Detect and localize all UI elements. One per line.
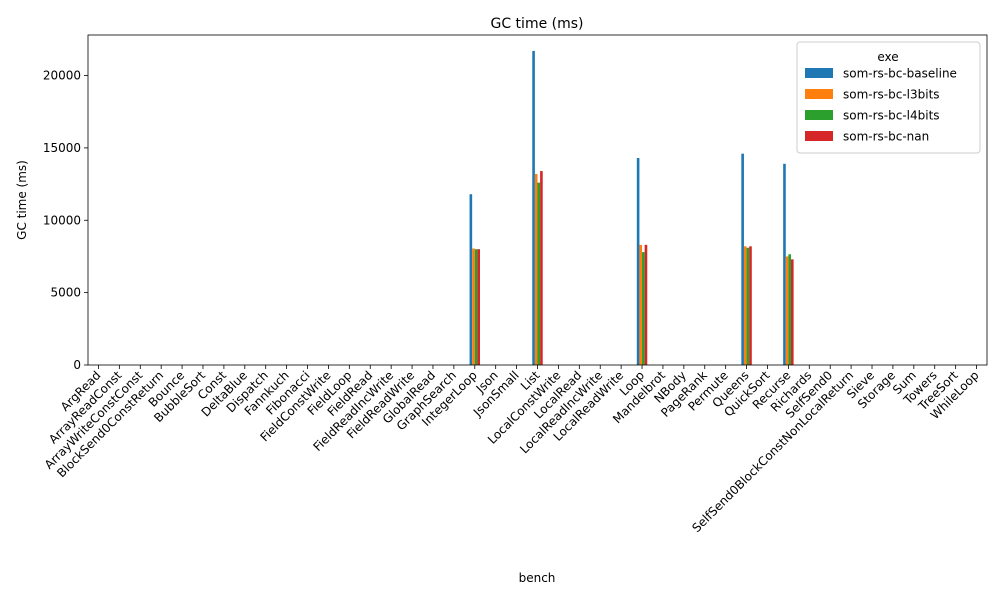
bar-som-rs-bc-l3bits-Recurse <box>785 256 789 365</box>
bar-som-rs-bc-baseline-IntegerLoop <box>469 194 473 365</box>
legend-label-som-rs-bc-nan: som-rs-bc-nan <box>843 130 929 144</box>
legend-swatch-som-rs-bc-l4bits <box>805 110 833 120</box>
bar-som-rs-bc-nan-List <box>540 171 543 365</box>
y-tick-label: 0 <box>73 358 81 372</box>
bar-som-rs-bc-l4bits-Recurse <box>788 254 791 365</box>
bar-som-rs-bc-baseline-Loop <box>636 158 640 365</box>
legend-title: exe <box>877 50 898 64</box>
bar-som-rs-bc-nan-Recurse <box>791 259 794 365</box>
bar-som-rs-bc-l3bits-IntegerLoop <box>472 248 475 365</box>
y-axis-label: GC time (ms) <box>15 160 29 240</box>
legend-label-som-rs-bc-l3bits: som-rs-bc-l3bits <box>843 88 940 102</box>
bar-som-rs-bc-baseline-Recurse <box>783 163 786 365</box>
y-tick-label: 15000 <box>43 141 81 155</box>
bar-som-rs-bc-baseline-List <box>532 50 535 366</box>
y-tick-label: 5000 <box>50 286 81 300</box>
y-tick-label: 10000 <box>43 213 81 227</box>
bar-som-rs-bc-l4bits-IntegerLoop <box>474 249 478 365</box>
y-tick-label: 20000 <box>43 69 81 83</box>
bar-som-rs-bc-l4bits-List <box>537 182 541 365</box>
bar-som-rs-bc-baseline-Queens <box>741 153 744 365</box>
legend-swatch-som-rs-bc-l3bits <box>805 89 833 99</box>
bar-som-rs-bc-nan-Queens <box>749 246 752 365</box>
bar-som-rs-bc-l4bits-Queens <box>746 247 750 365</box>
bar-som-rs-bc-nan-IntegerLoop <box>477 249 480 365</box>
bar-som-rs-bc-nan-Loop <box>644 244 648 365</box>
bar-som-rs-bc-l3bits-Loop <box>639 244 643 365</box>
bar-som-rs-bc-l3bits-List <box>534 173 538 365</box>
x-axis-label: bench <box>519 571 556 585</box>
legend-frame <box>796 41 981 154</box>
legend-swatch-som-rs-bc-baseline <box>805 68 833 78</box>
y-axis: 0 5000 10000 15000 20000 <box>43 69 88 372</box>
legend-label-som-rs-bc-l4bits: som-rs-bc-l4bits <box>843 109 940 123</box>
legend-swatch-som-rs-bc-nan <box>805 131 833 141</box>
legend-label-som-rs-bc-baseline: som-rs-bc-baseline <box>843 67 957 81</box>
chart-title: GC time (ms) <box>490 16 583 32</box>
bar-som-rs-bc-l3bits-Queens <box>743 246 747 365</box>
x-axis: ArgReadArrayReadConstArrayWriteConstCons… <box>42 365 982 535</box>
legend: exe som-rs-bc-baseline som-rs-bc-l3bits so… <box>796 41 981 154</box>
bars-layer <box>469 50 794 366</box>
bar-som-rs-bc-l4bits-Loop <box>642 252 645 365</box>
